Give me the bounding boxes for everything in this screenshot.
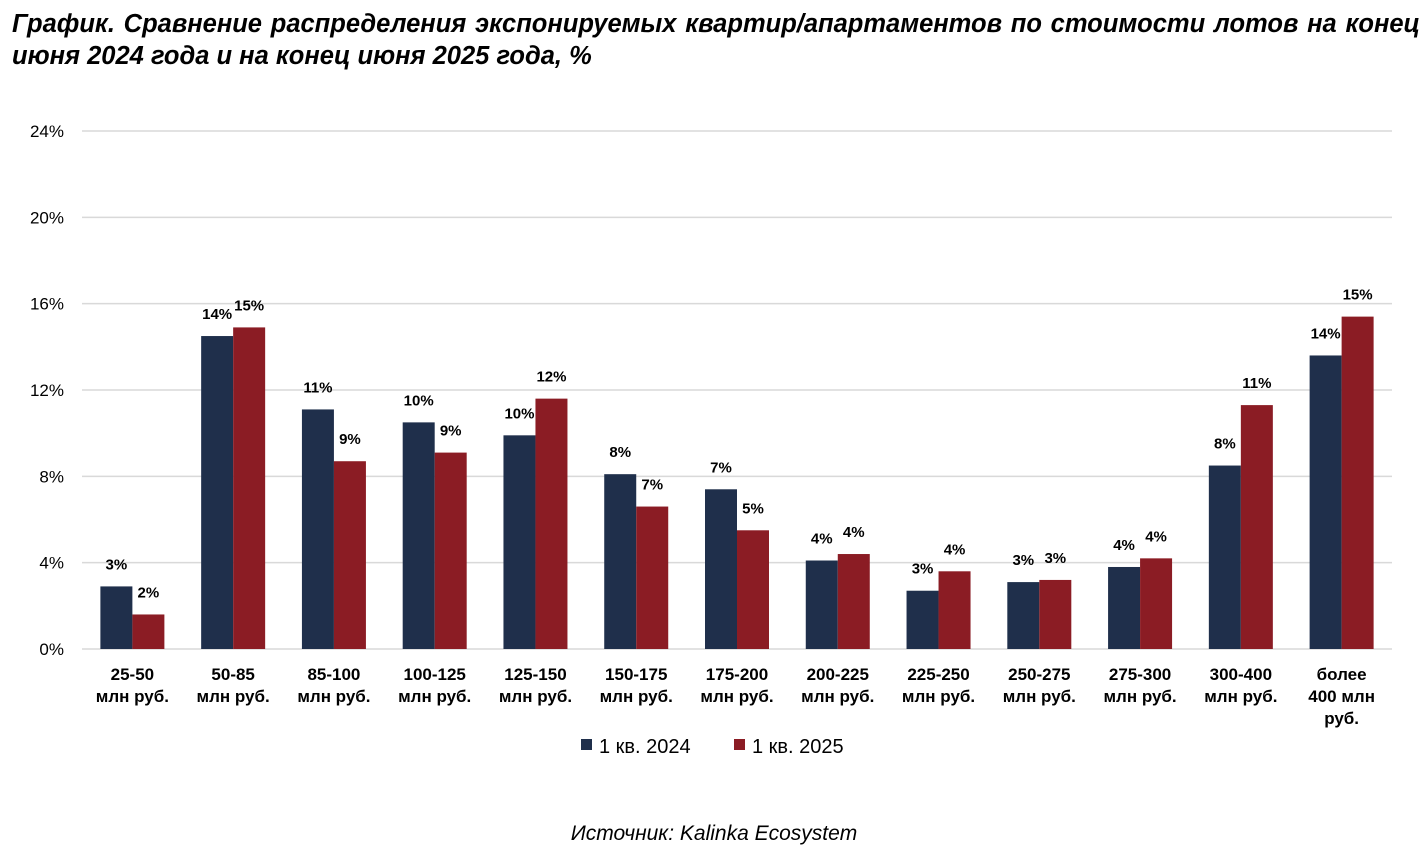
y-tick-label: 8% [39, 467, 64, 486]
x-category-label: 225-250 млн руб. [902, 665, 975, 706]
data-label: 8% [609, 444, 631, 461]
x-category-label: 250-275 млн руб. [1003, 665, 1076, 706]
data-label: 12% [536, 369, 566, 386]
data-label: 3% [1044, 550, 1066, 567]
data-label: 3% [912, 561, 934, 578]
y-tick-label: 4% [39, 554, 64, 573]
data-labels: 3%2%14%15%11%9%10%9%10%12%8%7%7%5%4% 4%3%… [106, 287, 1373, 602]
x-category-label: 25-50 млн руб. [96, 665, 169, 706]
data-label: 8% [1214, 436, 1236, 453]
bar-series-1 [1007, 582, 1040, 649]
data-label: 4% [843, 524, 865, 541]
legend-swatch-series-2 [734, 739, 745, 750]
y-tick-label: 0% [39, 640, 64, 659]
data-label: 3% [1012, 552, 1034, 569]
x-axis-labels: 25-50 млн руб. 50-85 млн руб. 85-100 млн руб.… [96, 665, 1375, 728]
bar-series-2 [1140, 558, 1173, 649]
data-label: 7% [710, 459, 732, 476]
data-label: 9% [339, 431, 361, 448]
x-category-label: более 400 млн руб. [1308, 665, 1375, 728]
legend-label-series-2: 1 кв. 2025 [752, 736, 844, 758]
legend: 1 кв. 2024 1 кв. 2025 [581, 736, 844, 758]
data-label: 9% [440, 423, 462, 440]
bar-series-1 [100, 586, 133, 649]
bar-series-2 [636, 506, 669, 649]
bar-series-2 [1341, 316, 1374, 649]
data-label: 15% [1343, 287, 1373, 304]
data-label: 10% [404, 392, 434, 409]
bar-series-2 [434, 452, 467, 649]
bar-series-1 [705, 489, 737, 649]
bar-series-1 [503, 435, 536, 649]
x-category-label: 275-300 млн руб. [1103, 665, 1176, 706]
bar-series-2 [333, 461, 366, 649]
data-label: 14% [202, 306, 232, 323]
source-note: Источник: Kalinka Ecosystem [570, 822, 858, 845]
x-category-label: 175-200 млн руб. [700, 665, 773, 706]
data-label: 7% [641, 477, 663, 494]
bar-series-2 [837, 554, 870, 649]
data-label: 14% [1311, 325, 1341, 342]
bar-series-2 [737, 530, 769, 649]
x-category-label: 85-100 млн руб. [297, 665, 370, 706]
bar-series-1 [1309, 355, 1342, 649]
bars [100, 316, 1374, 649]
data-label: 11% [1242, 375, 1271, 392]
y-tick-label: 20% [30, 208, 64, 227]
legend-label-series-1: 1 кв. 2024 [599, 736, 691, 758]
data-label: 2% [138, 584, 160, 601]
bar-series-2 [938, 571, 971, 649]
data-label: 5% [742, 500, 764, 517]
bar-series-1 [805, 560, 838, 649]
y-tick-label: 12% [30, 381, 64, 400]
y-tick-label: 24% [30, 122, 64, 141]
bar-series-1 [906, 590, 939, 649]
chart-title: График. Сравнение распределения экспонир… [12, 10, 1420, 70]
bar-series-1 [604, 474, 637, 649]
bar-series-1 [301, 409, 334, 649]
data-label: 3% [106, 556, 128, 573]
data-label: 4% [1145, 528, 1167, 545]
legend-swatch-series-1 [581, 739, 592, 750]
x-category-label: 125-150 млн руб. [499, 665, 572, 706]
bar-series-2 [1039, 579, 1072, 649]
bar-series-2 [535, 398, 568, 649]
x-category-label: 300-400 млн руб. [1204, 665, 1277, 706]
gridlines [82, 130, 1392, 650]
bar-series-1 [201, 336, 234, 649]
x-category-label: 150-175 млн руб. [600, 665, 673, 706]
bar-series-1 [402, 422, 435, 649]
data-label: 15% [234, 297, 264, 314]
data-label: 4% [944, 541, 966, 558]
bar-series-1 [1208, 465, 1241, 649]
y-tick-label: 16% [30, 295, 64, 314]
data-label: 4% [1113, 537, 1135, 554]
x-category-label: 200-225 млн руб. [801, 665, 874, 706]
bar-chart: 0%4%8%12%16%20%24% 3%2%14%15%11%9%10%9%1… [30, 122, 1392, 758]
data-label: 10% [504, 405, 534, 422]
bar-series-2 [233, 327, 266, 649]
data-label: 4% [811, 531, 833, 548]
data-label: 11% [303, 379, 332, 396]
bar-series-2 [1240, 405, 1273, 649]
bar-series-2 [132, 614, 165, 649]
bar-series-1 [1108, 566, 1141, 649]
x-category-label: 100-125 млн руб. [398, 665, 471, 706]
x-category-label: 50-85 млн руб. [197, 665, 270, 706]
y-axis-ticks: 0% 4% 8% 12% 16% 20% 24% [30, 122, 64, 659]
